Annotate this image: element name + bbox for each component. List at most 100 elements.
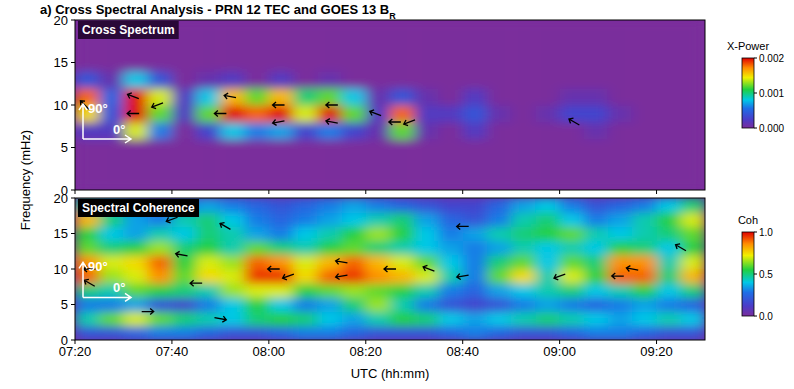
heatmap-cell (487, 269, 512, 284)
x-tick (559, 190, 560, 194)
colorbar-tick (754, 58, 757, 59)
heatmap-cell (366, 241, 391, 256)
heatmap-cell (463, 326, 488, 340)
heatmap-cell (608, 122, 633, 140)
heatmap-cell (245, 37, 270, 55)
heatmap-cell (608, 241, 633, 256)
heatmap-cell (463, 255, 488, 270)
heatmap-cell (560, 37, 585, 55)
heatmap-cell (438, 71, 463, 89)
heatmap-cell (123, 37, 148, 55)
heatmap-cell (342, 139, 367, 157)
phase-arrow (422, 264, 435, 274)
heatmap-cell (99, 226, 124, 241)
phase-arrow (457, 223, 469, 229)
heatmap-cell (342, 20, 367, 38)
heatmap-cell (196, 122, 221, 140)
heatmap-cell (99, 156, 124, 174)
heatmap-cell (414, 122, 439, 140)
heatmap-cell (293, 173, 318, 190)
heatmap-cell (463, 54, 488, 72)
colorbar-tick-label: 0.5 (759, 269, 773, 280)
heatmap (75, 20, 705, 190)
heatmap-cell (535, 54, 560, 72)
heatmap-cell (438, 122, 463, 140)
heatmap-cell (487, 88, 512, 106)
plot-area (75, 198, 705, 340)
heatmap-cell (99, 326, 124, 340)
heatmap-cell (269, 71, 294, 89)
phase-arrow (335, 272, 348, 280)
heatmap-cell (608, 312, 633, 327)
heatmap-cell (438, 88, 463, 106)
heatmap-cell (366, 88, 391, 106)
heatmap-cell (560, 156, 585, 174)
heatmap-cell (366, 198, 391, 213)
heatmap-cell (390, 156, 415, 174)
heatmap-cell (293, 88, 318, 106)
y-tick (71, 62, 75, 63)
heatmap-cell (535, 312, 560, 327)
heatmap-cell (196, 255, 221, 270)
heatmap-cell (148, 241, 173, 256)
heatmap-cell (414, 297, 439, 312)
heatmap-cell (608, 198, 633, 213)
heatmap-cell (75, 226, 100, 241)
heatmap-cell (681, 283, 705, 298)
heatmap-cell (535, 88, 560, 106)
heatmap-cell (535, 198, 560, 213)
heatmap (75, 198, 705, 340)
heatmap-cell (632, 88, 657, 106)
heatmap-cell (342, 156, 367, 174)
x-tick (268, 190, 269, 194)
heatmap-cell (438, 156, 463, 174)
heatmap-cell (317, 297, 342, 312)
heatmap-cell (269, 283, 294, 298)
heatmap-cell (148, 122, 173, 140)
heatmap-cell (269, 122, 294, 140)
heatmap-cell (317, 226, 342, 241)
plot-frame (75, 198, 705, 340)
heatmap-cell (463, 20, 488, 38)
phase-arrow (268, 266, 280, 272)
phase-arrow (326, 102, 338, 108)
heatmap-cell (463, 105, 488, 123)
heatmap-cell (487, 312, 512, 327)
heatmap-cell (438, 255, 463, 270)
heatmap-cell (463, 312, 488, 327)
phase-arrow (612, 273, 624, 279)
phase-arrow (282, 271, 295, 281)
heatmap-cell (632, 54, 657, 72)
heatmap-cell (463, 226, 488, 241)
colorbar-tick (754, 93, 757, 94)
heatmap-cell (438, 139, 463, 157)
x-tick (656, 190, 657, 194)
heatmap-cell (560, 212, 585, 227)
heatmap-cell (487, 105, 512, 123)
heatmap-cell (123, 54, 148, 72)
heatmap-cell (584, 198, 609, 213)
heatmap-cell (172, 105, 197, 123)
heatmap-cell (366, 226, 391, 241)
heatmap-cell (535, 156, 560, 174)
heatmap-cell (535, 326, 560, 340)
heatmap-cell (535, 20, 560, 38)
heatmap-cell (511, 139, 536, 157)
heatmap-cell (657, 312, 682, 327)
colorbar-tick (754, 316, 757, 317)
heatmap-cell (123, 269, 148, 284)
colorbar-tick-label: 0.002 (759, 53, 784, 64)
heatmap-cell (535, 71, 560, 89)
heatmap-cell (487, 156, 512, 174)
heatmap-cell (293, 297, 318, 312)
heatmap-cell (99, 54, 124, 72)
heatmap-cell (342, 105, 367, 123)
heatmap-cell (245, 122, 270, 140)
heatmap-cell (390, 88, 415, 106)
heatmap-cell (366, 212, 391, 227)
heatmap-cell (438, 198, 463, 213)
phase-arrow (214, 315, 227, 323)
heatmap-cell (99, 37, 124, 55)
heatmap-cell (390, 139, 415, 157)
heatmap-cell (632, 269, 657, 284)
